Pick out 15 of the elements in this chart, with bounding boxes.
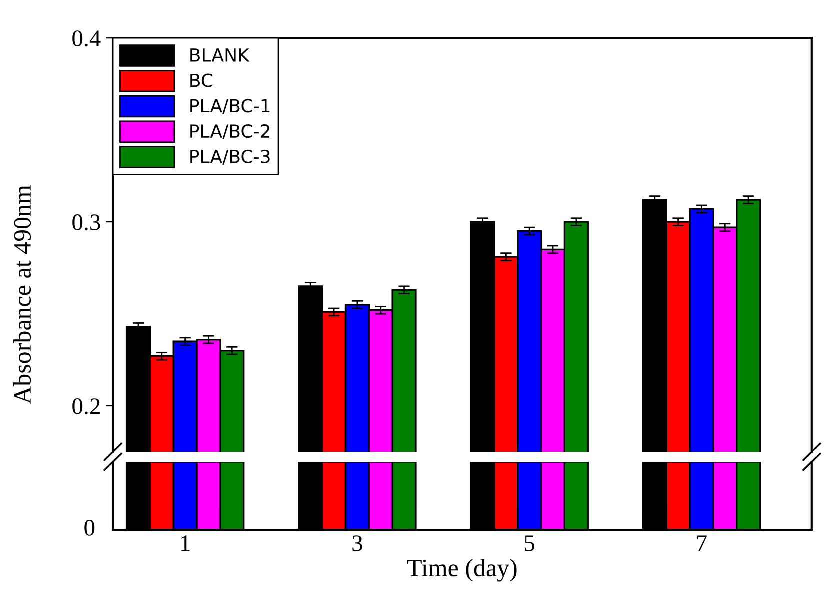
legend-label: PLA/BC-2 — [190, 124, 270, 140]
y-axis-title: Absorbance at 490nm — [13, 185, 32, 404]
legend-label: BC — [190, 74, 213, 88]
x-tick-label: 7 — [697, 536, 707, 552]
legend-label: PLA/BC-3 — [190, 150, 270, 165]
y-tick-label: 0.4 — [72, 30, 101, 47]
y-tick-label: 0.3 — [72, 214, 100, 231]
x-tick-label: 5 — [525, 536, 535, 552]
text: 0 — [84, 520, 95, 536]
legend-label: BLANK — [190, 48, 250, 62]
legend-label: PLA/BC-1 — [190, 99, 270, 114]
x-axis-title: Time (day) — [407, 559, 517, 582]
x-tick-label: 1 — [181, 536, 190, 552]
x-tick-label: 3 — [352, 536, 362, 552]
y-tick-label: 0.2 — [72, 398, 100, 415]
